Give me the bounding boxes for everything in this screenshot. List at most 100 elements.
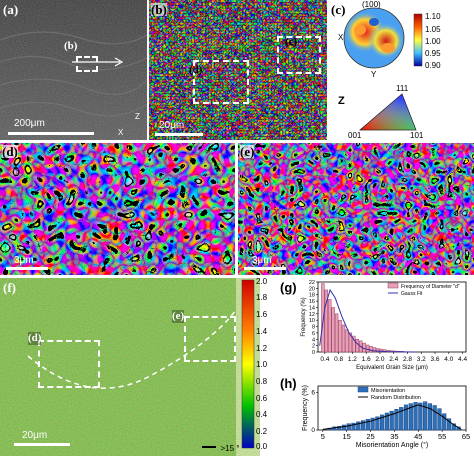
- bar: [331, 307, 335, 353]
- pole-figure-graphic: [343, 7, 423, 131]
- colorbar-tick: 0.6: [256, 394, 268, 403]
- colorbar-tick: 1.05: [425, 25, 441, 34]
- panel-c-pole-figure: (c) (100) X Y 1.10 1.05 1.00 0.95 0.90 Z…: [330, 0, 474, 140]
- colorbar-tick: 0.8: [256, 377, 268, 386]
- kam-map-graphic: [0, 278, 255, 456]
- panel-a-axis-z: Z: [135, 112, 140, 121]
- colorbar-tick: 0.0: [256, 442, 268, 451]
- bar: [372, 347, 377, 353]
- x-tick-label: 35: [390, 432, 398, 441]
- bar: [379, 348, 384, 353]
- bar: [338, 319, 342, 353]
- colorbar-tick: 2.0: [256, 278, 268, 286]
- bar: [345, 329, 349, 353]
- bar: [370, 417, 375, 431]
- panel-b-scale-bar: [155, 133, 203, 136]
- colorbar-tick: 1.4: [256, 327, 268, 336]
- x-axis-title: Misorientation Angle (°): [356, 441, 428, 449]
- bar: [376, 348, 380, 353]
- bar: [365, 344, 370, 353]
- panel-c-label: (c): [331, 2, 346, 17]
- x-tick-label: 3.2: [417, 356, 426, 363]
- panel-d-scale-bar: [6, 267, 48, 270]
- colorbar-tick: 0.95: [425, 49, 441, 58]
- bar: [427, 403, 432, 431]
- bar: [328, 299, 332, 353]
- ipf-corner-101: 101: [410, 131, 424, 140]
- panel-d-scale-label: 3μm: [14, 255, 34, 266]
- bar: [351, 422, 356, 431]
- bar: [341, 424, 347, 431]
- bar: [446, 418, 452, 431]
- kam-legend: >15 °: [202, 438, 239, 456]
- x-tick-label: 15: [342, 432, 350, 441]
- ebsd-grain-map-b: [149, 0, 327, 140]
- x-tick-label: 65: [462, 432, 470, 441]
- x-tick-label: 4.4: [458, 356, 467, 363]
- panel-a-scale-label: 200μm: [14, 118, 45, 129]
- bar: [348, 332, 353, 353]
- colorbar-tick: 1.8: [256, 293, 268, 302]
- panel-a-sem-image: (a) (b) 200μm Z X: [0, 0, 147, 140]
- fit-curve: [322, 404, 462, 430]
- pole-figure-title: (100): [362, 0, 381, 9]
- bar: [408, 403, 413, 431]
- panel-e-scale-bar: [244, 267, 286, 270]
- panel-d-grain-map: (d) 3μm: [0, 143, 235, 275]
- bar: [324, 289, 328, 353]
- panel-a-axis-x: X: [118, 128, 124, 137]
- legend-label: >15 °: [220, 444, 240, 453]
- bar: [437, 408, 442, 431]
- colorbar-tick: 0.2: [256, 427, 268, 436]
- y-tick-label: 6: [311, 389, 315, 396]
- sem-texture: [0, 0, 147, 140]
- bar: [403, 404, 409, 431]
- y-tick-label: 10: [309, 318, 315, 324]
- legend-label: Random Distribution: [371, 395, 421, 401]
- panel-b-region-c: [277, 36, 321, 74]
- legend-label: Frequency of Diameter "d": [401, 284, 460, 290]
- panel-b-inset-c-label: (c): [285, 36, 298, 48]
- bar: [451, 423, 456, 431]
- panel-f-label: (f): [3, 280, 16, 295]
- colorbar-tick: 1.0: [256, 360, 268, 369]
- y-tick-label: 22: [309, 280, 315, 286]
- legend-bar-swatch: [387, 282, 399, 289]
- y-tick-label: 14: [309, 305, 315, 311]
- bar: [389, 410, 394, 431]
- x-tick-label: 1.6: [362, 356, 371, 363]
- bar: [341, 324, 346, 353]
- panel-f-region-d: [38, 340, 100, 388]
- panel-a-region-box: [76, 56, 98, 72]
- panel-f-inset-d-label: (d): [28, 332, 42, 345]
- bar: [384, 412, 390, 431]
- bar: [413, 402, 418, 431]
- bar: [362, 342, 366, 353]
- y-tick-label: 18: [309, 293, 315, 299]
- panel-a-label: (a): [3, 2, 19, 17]
- x-tick-label: 55: [438, 432, 446, 441]
- panel-e-grain-map: (e) 3μm: [238, 143, 474, 275]
- bar: [399, 407, 404, 431]
- ipf-corner-001: 001: [348, 131, 362, 140]
- legend-label: Misorientation: [371, 388, 405, 394]
- panel-f-region-e: [184, 316, 236, 362]
- colorbar-tick: 0.4: [256, 410, 268, 419]
- x-tick-label: 2.0: [375, 356, 384, 363]
- panel-e-scale-label: 3μm: [252, 255, 272, 266]
- y-tick-label: 4: [312, 337, 315, 343]
- panel-f-inset-e-label: (e): [172, 310, 185, 323]
- panel-b-inset-d-label: (d): [189, 64, 203, 76]
- bar: [375, 416, 380, 431]
- bar: [346, 423, 351, 431]
- panel-a-scale-bar: [8, 132, 94, 135]
- panel-f-scale-label: 20μm: [22, 430, 48, 441]
- bar: [365, 419, 370, 431]
- fit-curve: [319, 288, 415, 353]
- x-tick-label: 3.6: [430, 356, 439, 363]
- x-tick-label: 0.4: [320, 356, 329, 363]
- panel-label: (g): [280, 280, 297, 295]
- bar: [360, 420, 366, 431]
- ipf-axis-label: Z: [338, 95, 345, 107]
- x-tick-label: 0.8: [334, 356, 343, 363]
